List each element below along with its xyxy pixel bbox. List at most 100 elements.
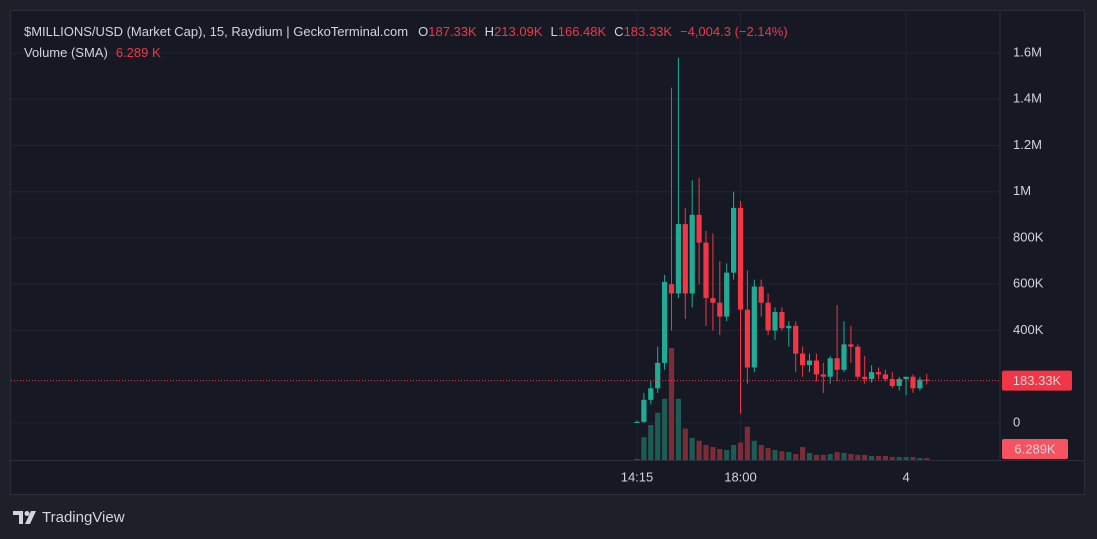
volume-bar [724,450,730,460]
header: $MILLIONS/USD (Market Cap), 15, Raydium … [24,24,788,39]
volume-bar [744,426,750,460]
y-tick-label: 1.2M [1013,137,1042,152]
candle-body [696,214,702,243]
candle-body [827,358,833,377]
ohlc-key: O [418,24,428,39]
last-price-box [1002,370,1072,391]
volume-bar [813,454,819,460]
candle-body [820,374,826,377]
candle-body [917,379,923,389]
candle-body [724,272,730,317]
ohlc-value: 166.48K [558,24,607,39]
volume-bar [903,457,909,460]
volume-title: Volume (SMA) [24,45,108,60]
candle-body [875,372,882,375]
y-tick-label: 400K [1013,322,1044,337]
y-tick-label: 1.6M [1013,44,1042,59]
candle-body [655,362,661,389]
title: $MILLIONS/USD (Market Cap), 15, Raydium … [24,24,408,39]
y-tick-label: 600K [1013,276,1044,291]
volume-bar [682,428,688,460]
volume-bar [703,444,709,460]
x-tick-label: 14:15 [621,469,654,484]
candle-body [855,346,861,377]
candle-body [717,302,723,317]
candle-body [703,242,709,299]
volume-bar [655,412,661,460]
volume-bar [862,454,868,460]
volume-bar [924,458,930,460]
volume-bar [800,447,806,460]
chart-panel [10,10,1085,495]
candle-body [834,358,840,370]
candle-body [668,284,675,294]
volume-bar [855,454,861,460]
volume-bar [641,437,647,460]
volume-bar [834,451,840,460]
volume-bar [889,457,895,460]
logo-part [24,511,30,516]
ohlc-key: H [485,24,494,39]
ohlc-value: 187.33K [428,24,477,39]
candle-body [841,344,847,370]
candle-body [675,224,681,294]
volume-bar [841,453,847,460]
volume-bar [758,444,764,460]
candle-body [848,344,854,347]
ohlc-value: 183.33K [624,24,673,39]
brand: TradingView [42,509,125,526]
plot [634,57,930,460]
volume-bar [737,442,744,460]
candle-body [737,207,744,310]
change: −4,004.3 (−2.14%) [680,24,788,39]
ohlc-value: 213.09K [494,24,543,39]
candle-body [689,214,695,294]
candle-body [910,376,916,389]
volume-bar [668,348,675,460]
volume-bar [731,444,737,460]
candle-body [882,374,888,380]
last-price-label: 183.33K [1013,373,1062,388]
candle-body [806,360,813,366]
candle-body [862,376,868,380]
y-tick-label: 0 [1013,414,1020,429]
candle-body [793,325,799,354]
volume-bar [710,447,716,460]
candle-body [634,421,640,423]
volume-bar [875,455,882,460]
volume-bar [696,440,702,460]
candle-body [710,298,716,303]
candle-body [800,353,806,366]
ohlc-key: C [614,24,623,39]
candle-body [682,224,688,294]
logo-part [13,511,23,524]
volume-sma-value: 6.289 K [116,45,161,60]
volume-bar [662,398,668,460]
volume-bar [793,454,799,460]
candle-body [731,207,737,273]
volume-bar [634,458,640,460]
volume-bar [779,451,785,460]
ohlc-key: L [551,24,558,39]
volume-bar [820,454,826,460]
candle-body [889,379,895,386]
volume-bar [869,455,875,460]
grid [11,11,1000,460]
brand-logo [13,511,36,524]
volume-sma-box [1002,438,1068,459]
volume-bar [765,447,771,460]
volume-bar [772,450,778,460]
volume-bar [896,457,902,460]
candle-body [744,309,750,368]
y-tick-label: 1.4M [1013,91,1042,106]
candle-body [869,372,875,380]
logo-part [25,511,36,524]
candle-body [779,311,785,329]
volume-bar [882,455,888,460]
volume-bar [848,454,854,460]
candle-body [758,286,764,303]
volume-bar [675,398,681,460]
y-tick-label: 800K [1013,229,1044,244]
volume-bar [806,453,813,460]
